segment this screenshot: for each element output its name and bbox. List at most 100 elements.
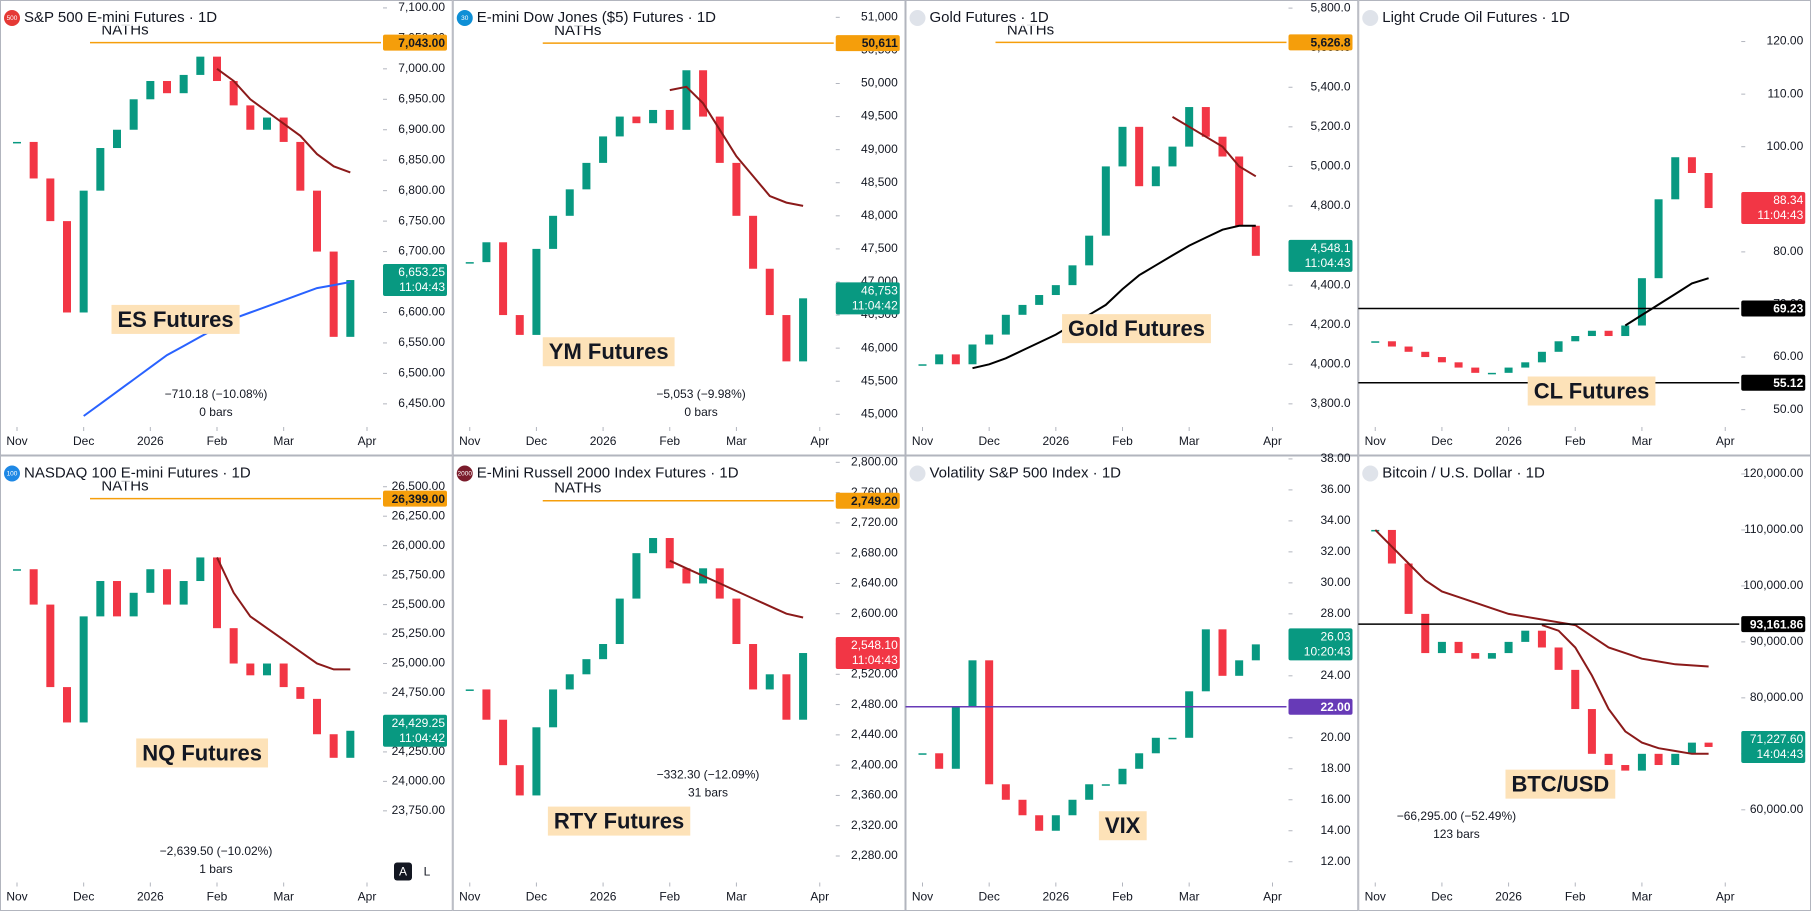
- candle: [1504, 641, 1513, 654]
- x-tick-label: Nov: [6, 890, 27, 904]
- y-tick-label: 45,000: [861, 406, 898, 420]
- candle: [1371, 341, 1380, 343]
- candle: [565, 189, 574, 216]
- candle: [1637, 753, 1646, 771]
- y-tick-label: 14.00: [1320, 823, 1350, 837]
- candle: [749, 215, 758, 269]
- candle: [1168, 737, 1177, 740]
- candle: [1554, 647, 1563, 670]
- x-tick-label: 2026: [137, 434, 164, 448]
- candle: [1235, 660, 1244, 676]
- candle: [279, 117, 288, 142]
- candle: [1051, 815, 1060, 831]
- candle: [1001, 314, 1010, 335]
- control-label[interactable]: A: [399, 865, 407, 879]
- x-tick-label: Apr: [1716, 434, 1735, 448]
- candle: [1251, 225, 1260, 256]
- candle: [732, 598, 741, 645]
- candle: [246, 663, 255, 676]
- chart-title: E-mini Dow Jones ($5) Futures · 1D: [477, 9, 716, 26]
- candle: [46, 178, 55, 222]
- y-tick-label: 28.00: [1320, 606, 1350, 620]
- y-tick-label: 2,720.00: [851, 515, 898, 529]
- x-tick-label: Nov: [912, 890, 933, 904]
- y-tick-label: 2,600.00: [851, 606, 898, 620]
- y-tick-label: 30.00: [1320, 575, 1350, 589]
- control-button[interactable]: [418, 862, 436, 881]
- control-label[interactable]: L: [424, 865, 431, 879]
- candle: [1151, 166, 1160, 187]
- candle: [346, 730, 355, 758]
- y-tick-label: 25,750.00: [392, 567, 446, 581]
- x-tick-label: Apr: [1263, 890, 1282, 904]
- y-tick-label: 5,000.0: [1310, 159, 1350, 173]
- chart-title: Bitcoin / U.S. Dollar · 1D: [1382, 464, 1545, 481]
- candle: [465, 689, 474, 691]
- candle: [163, 569, 171, 605]
- y-tick-label: 38.00: [1320, 451, 1350, 465]
- price-label-time: 11:04:42: [399, 731, 445, 745]
- y-tick-label: 2,640.00: [851, 576, 898, 590]
- measure-bars: 123 bars: [1433, 827, 1480, 841]
- candle: [1051, 285, 1060, 296]
- annotation-box: [1098, 811, 1147, 841]
- candle: [749, 644, 758, 690]
- moving-average: [1541, 624, 1709, 755]
- candle: [1018, 304, 1027, 315]
- candle: [1487, 372, 1496, 375]
- candle: [1471, 653, 1480, 659]
- level-label: 55.12: [1773, 376, 1803, 390]
- y-tick-label: 2,800.00: [851, 454, 898, 468]
- price-label: 71,227.60: [1750, 732, 1804, 746]
- level-label: 50,611: [862, 36, 898, 50]
- y-tick-label: 49,000: [861, 142, 898, 156]
- candle: [1654, 753, 1663, 766]
- x-tick-label: Nov: [459, 890, 480, 904]
- chart-title: E-Mini Russell 2000 Index Futures · 1D: [477, 464, 739, 481]
- y-tick-label: 80.00: [1773, 244, 1803, 258]
- candle: [599, 136, 608, 163]
- candle: [782, 315, 791, 362]
- y-tick-label: 6,800.00: [398, 183, 445, 197]
- candle: [582, 162, 591, 190]
- y-tick-label: 26,500.00: [392, 479, 446, 493]
- candle: [96, 148, 105, 191]
- price-label-time: 11:04:43: [1305, 256, 1351, 270]
- y-tick-label: 18.00: [1320, 761, 1350, 775]
- symbol-badge-text: 30: [461, 15, 469, 22]
- candle: [1604, 330, 1613, 337]
- candle: [699, 70, 708, 117]
- candle: [1471, 367, 1480, 373]
- x-tick-label: Dec: [1431, 890, 1452, 904]
- candle: [1671, 753, 1680, 766]
- y-tick-label: 6,500.00: [398, 366, 445, 380]
- price-label: 88.34: [1773, 193, 1803, 207]
- candle: [968, 660, 977, 707]
- chart-panel: 50.0060.0070.0080.0090.00100.00110.00120…: [1358, 0, 1811, 456]
- candle: [1018, 799, 1027, 816]
- candle: [565, 674, 574, 690]
- panel-frame: [905, 0, 1359, 456]
- title-backdrop: [927, 8, 1051, 26]
- y-tick-label: 48,500: [861, 175, 898, 189]
- candle: [1704, 173, 1713, 209]
- measure-bars: 0 bars: [199, 405, 232, 419]
- level-label-box: [1288, 34, 1353, 51]
- y-tick-label: 6,450.00: [398, 396, 445, 410]
- candle: [649, 109, 658, 124]
- candle: [279, 663, 288, 688]
- y-tick-label: 2,440.00: [851, 727, 898, 741]
- y-tick-label: 24,250.00: [392, 744, 446, 758]
- candle: [179, 74, 188, 94]
- y-tick-label: 2,320.00: [851, 818, 898, 832]
- candle: [935, 354, 944, 365]
- y-tick-label: 110.00: [1767, 86, 1803, 100]
- y-tick-label: 90,000.00: [1750, 634, 1804, 648]
- control-button[interactable]: [394, 862, 412, 881]
- x-tick-label: Feb: [207, 434, 228, 448]
- candle: [1001, 784, 1010, 800]
- x-tick-label: Nov: [912, 434, 933, 448]
- candle: [1687, 157, 1696, 174]
- candle: [29, 569, 38, 605]
